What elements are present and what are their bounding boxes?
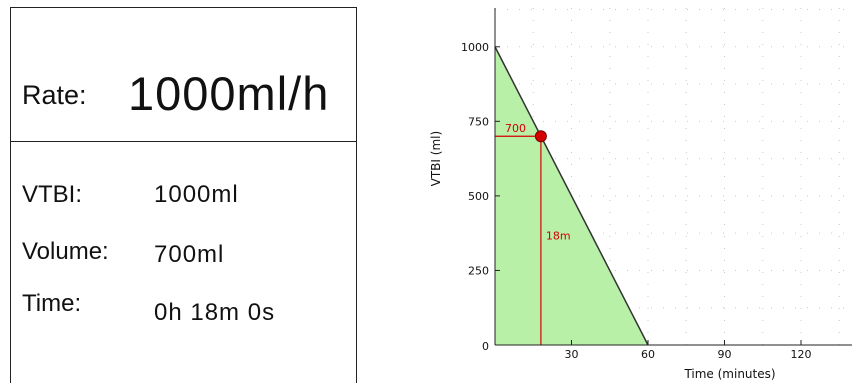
x-axis-label: Time (minutes): [683, 367, 775, 381]
current-marker: [534, 130, 547, 143]
infusion-info-panel: Rate: 1000ml/h VTBI: 1000ml Volume: 700m…: [10, 7, 357, 383]
x-tick-label: 30: [565, 348, 579, 361]
y-tick-label: 250: [468, 264, 489, 277]
rate-section: Rate: 1000ml/h: [11, 8, 356, 142]
y-tick-label: 1000: [461, 41, 489, 54]
vtbi-label: VTBI:: [22, 181, 83, 208]
volume-annotation: 700: [505, 122, 526, 135]
origin-label: 0: [482, 340, 489, 353]
vtbi-line: [494, 46, 649, 346]
time-label: Time:: [22, 290, 82, 317]
rate-value: 1000ml/h: [128, 67, 330, 120]
volume-label: Volume:: [22, 238, 109, 265]
vtbi-value: 1000ml: [154, 181, 239, 208]
time-annotation: 18m: [546, 230, 571, 243]
x-tick-label: 120: [791, 348, 812, 361]
y-tick-label: 750: [468, 115, 489, 128]
y-tick-label: 500: [468, 190, 489, 203]
x-tick-label: 90: [718, 348, 732, 361]
x-ticks: 30 60 90 120: [565, 340, 812, 361]
time-value: 0h 18m 0s: [154, 299, 276, 326]
rate-label: Rate:: [22, 80, 87, 110]
y-axis-label: VTBI (ml): [429, 131, 443, 187]
x-tick-label: 60: [641, 348, 655, 361]
volume-value: 700ml: [154, 241, 225, 268]
y-ticks: 250 500 750 1000: [461, 41, 500, 277]
vtbi-chart: 700 18m 30 60 90 120 250 500 750 1000 0 Time (…: [429, 8, 852, 381]
